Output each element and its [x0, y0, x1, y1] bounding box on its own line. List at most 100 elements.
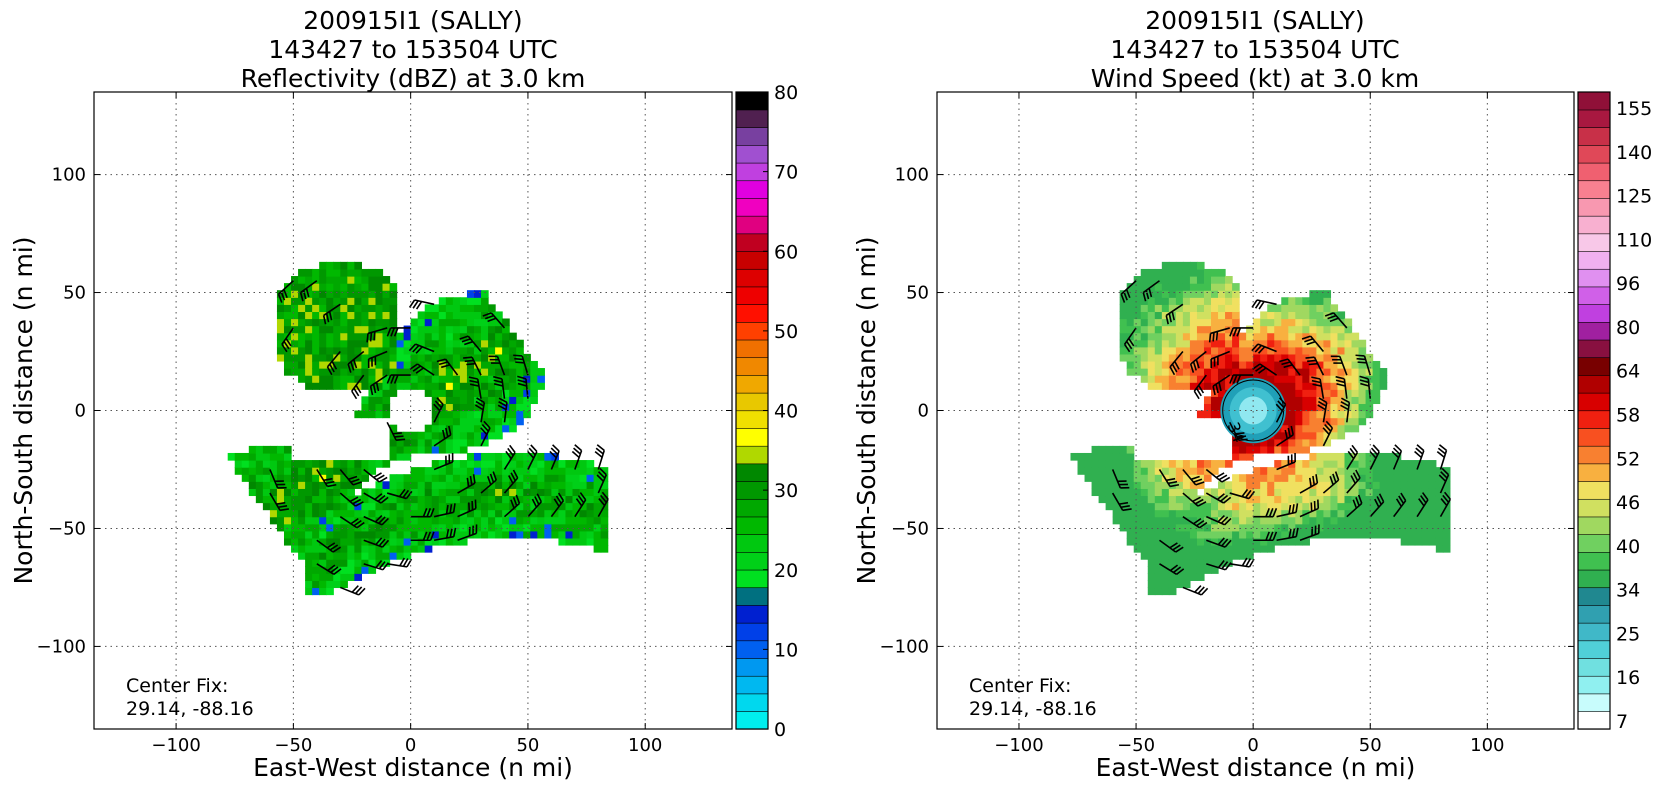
data-cell — [586, 495, 595, 504]
data-cell — [1316, 502, 1325, 511]
data-cell — [375, 460, 384, 468]
data-cell — [431, 417, 440, 426]
data-cell — [1281, 353, 1289, 362]
wind-barb-feather — [1281, 361, 1291, 366]
wind-barb-feather — [1440, 498, 1448, 507]
data-cell — [1147, 467, 1156, 475]
wind-barb-feather — [1166, 477, 1176, 482]
colorbar-segment — [735, 604, 769, 624]
data-cell — [389, 509, 398, 518]
data-cell — [1288, 516, 1296, 525]
data-cell — [1288, 502, 1296, 511]
data-cell — [354, 495, 362, 504]
data-cell — [1126, 530, 1135, 539]
wind-barb-feather — [375, 560, 383, 569]
wind-barb-feather — [459, 335, 469, 340]
data-cell — [1126, 445, 1135, 454]
wind-barb-feather — [1327, 314, 1337, 320]
wind-barb-feather — [1217, 537, 1225, 546]
data-cell — [1309, 502, 1317, 511]
colorbar-label: 64 — [1616, 361, 1640, 383]
data-cell — [1281, 417, 1289, 426]
data-cell — [291, 530, 299, 539]
data-cell — [354, 552, 362, 560]
data-cell — [1098, 474, 1107, 482]
data-cell — [1344, 318, 1353, 327]
data-cell — [488, 495, 496, 504]
wind-barb-feather — [1355, 354, 1365, 357]
data-cell — [1168, 318, 1177, 327]
wind-barb-feather — [469, 383, 480, 387]
data-cell — [269, 502, 278, 511]
data-cell — [1239, 332, 1247, 341]
data-cell — [1442, 516, 1451, 525]
data-cell — [319, 460, 327, 468]
wind-barb-feather — [1197, 586, 1205, 595]
data-cell — [1211, 311, 1219, 320]
data-cell — [1309, 467, 1317, 475]
colorbar-segment — [735, 304, 769, 323]
data-cell — [572, 481, 581, 489]
data-cell — [298, 537, 306, 546]
data-cell — [361, 353, 370, 362]
data-cell — [1119, 353, 1128, 362]
data-cell — [1168, 339, 1177, 348]
wind-barb-feather — [1217, 514, 1225, 523]
data-cell — [403, 552, 412, 560]
data-cell — [354, 410, 362, 419]
data-cell — [1203, 290, 1212, 298]
data-cell — [1126, 304, 1135, 313]
data-cell — [1421, 509, 1430, 518]
data-cell — [1140, 509, 1149, 518]
data-cell — [1316, 325, 1325, 334]
data-cell — [410, 509, 419, 518]
data-cell — [1126, 283, 1135, 291]
wind-barb-feather — [1374, 498, 1380, 508]
data-cell — [1288, 396, 1296, 405]
data-cell — [1105, 495, 1114, 504]
data-cell — [1203, 474, 1212, 482]
data-cell — [1182, 467, 1191, 475]
data-cell — [1189, 304, 1198, 313]
data-cell — [1274, 530, 1282, 539]
wind-barb-feather — [1171, 363, 1178, 373]
data-cell — [347, 481, 355, 489]
data-cell — [283, 481, 292, 489]
data-cell — [1302, 304, 1310, 313]
data-cell — [319, 382, 327, 390]
data-cell — [1316, 332, 1325, 341]
data-cell — [438, 424, 447, 433]
data-cell — [544, 530, 552, 539]
wind-barb-feather — [1265, 531, 1270, 541]
wind-barb-feather — [1215, 472, 1225, 479]
data-cell — [1154, 544, 1163, 553]
data-cell — [1260, 523, 1268, 532]
data-cell — [1232, 318, 1240, 327]
data-cell — [579, 523, 588, 532]
wind-barb-feather — [355, 501, 364, 507]
data-cell — [403, 375, 412, 383]
wind-barb-feather — [412, 344, 420, 353]
data-cell — [1133, 523, 1142, 532]
data-cell — [340, 297, 348, 305]
data-cell — [361, 283, 370, 291]
data-cell — [1211, 382, 1219, 390]
data-cell — [1196, 332, 1205, 341]
data-cell — [1232, 360, 1240, 369]
data-cell — [1267, 516, 1275, 525]
colorbar-segment — [735, 622, 769, 642]
data-cell — [459, 325, 468, 334]
data-cell — [1175, 474, 1184, 482]
data-cell — [1084, 474, 1093, 482]
data-cell — [1316, 417, 1325, 426]
wind-barb-feather — [1415, 447, 1424, 455]
data-cell — [530, 516, 538, 525]
wind-barb-feather — [1438, 474, 1447, 482]
data-cell — [1316, 353, 1325, 362]
data-cell — [1175, 530, 1184, 539]
data-cell — [1189, 552, 1198, 560]
wind-barb-feather — [355, 384, 362, 394]
data-cell — [1302, 474, 1310, 482]
data-cell — [565, 474, 574, 482]
data-cell — [523, 452, 531, 461]
